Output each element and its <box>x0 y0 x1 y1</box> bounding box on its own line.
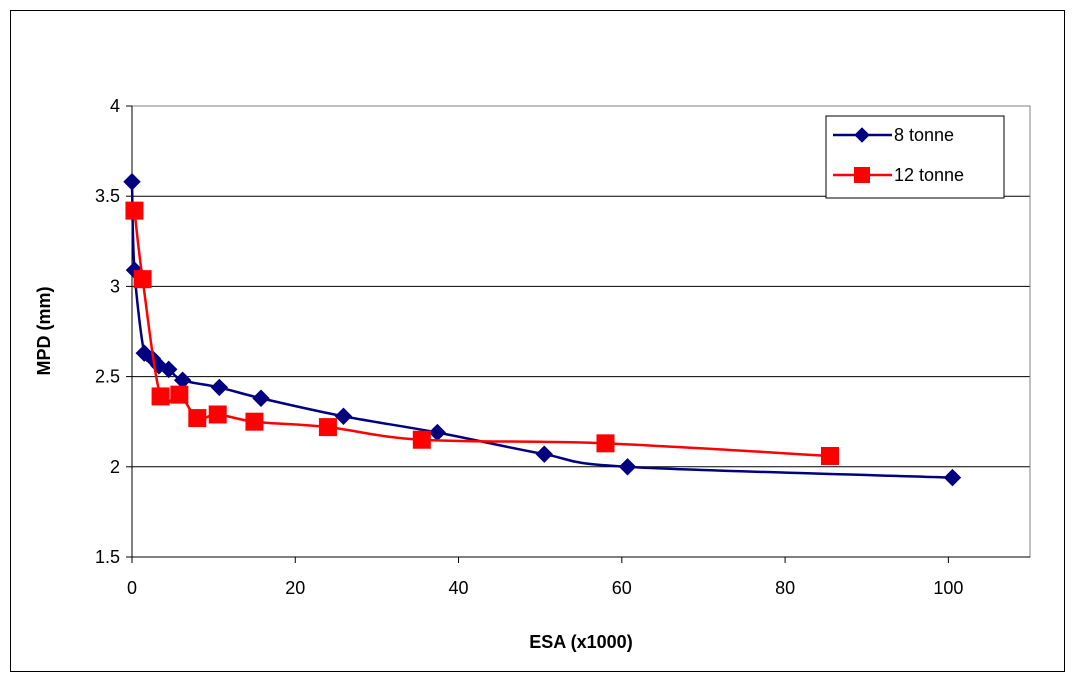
legend-diamond-marker <box>854 127 870 143</box>
y-axis-title: MPD (mm) <box>34 286 54 375</box>
diamond-point <box>535 445 553 463</box>
diamond-point <box>428 423 447 442</box>
series-0 <box>123 173 962 487</box>
square-point <box>596 434 615 453</box>
legend-square-marker <box>854 167 870 183</box>
square-point <box>125 201 144 220</box>
y-tick-label: 3.5 <box>95 186 120 206</box>
x-tick-label: 60 <box>612 578 632 598</box>
legend-label: 12 tonne <box>894 165 964 185</box>
x-axis-title: ESA (x1000) <box>529 632 632 652</box>
diamond-point <box>252 389 270 407</box>
series-line <box>130 181 953 479</box>
square-point <box>170 385 189 404</box>
legend: 8 tonne 12 tonne <box>825 115 1005 199</box>
y-tick-label: 2 <box>110 457 120 477</box>
legend-label: 8 tonne <box>894 125 954 145</box>
square-point <box>151 387 170 406</box>
diamond-point <box>210 378 229 397</box>
square-point <box>245 412 264 431</box>
diamond-point <box>943 468 962 487</box>
x-tick-label: 80 <box>775 578 795 598</box>
square-point <box>188 409 207 428</box>
square-point <box>318 418 337 437</box>
diamond-point <box>160 360 178 379</box>
x-tick-label: 100 <box>933 578 963 598</box>
diamond-point <box>618 458 637 476</box>
y-tick-label: 4 <box>110 96 120 116</box>
x-tick-label: 20 <box>285 578 305 598</box>
diamond-point <box>123 173 141 191</box>
square-point <box>208 405 227 424</box>
x-tick-label: 0 <box>127 578 137 598</box>
series-1 <box>125 201 839 465</box>
square-point <box>412 430 431 449</box>
series-line <box>133 210 831 458</box>
square-point <box>133 270 152 289</box>
y-tick-label: 3 <box>110 276 120 296</box>
diamond-point <box>334 407 353 425</box>
x-tick-label: 40 <box>449 578 469 598</box>
series-layer <box>123 173 962 487</box>
y-tick-label: 2.5 <box>95 367 120 387</box>
y-tick-label: 1.5 <box>95 547 120 567</box>
square-point <box>820 446 839 465</box>
legend-box <box>825 115 1005 199</box>
